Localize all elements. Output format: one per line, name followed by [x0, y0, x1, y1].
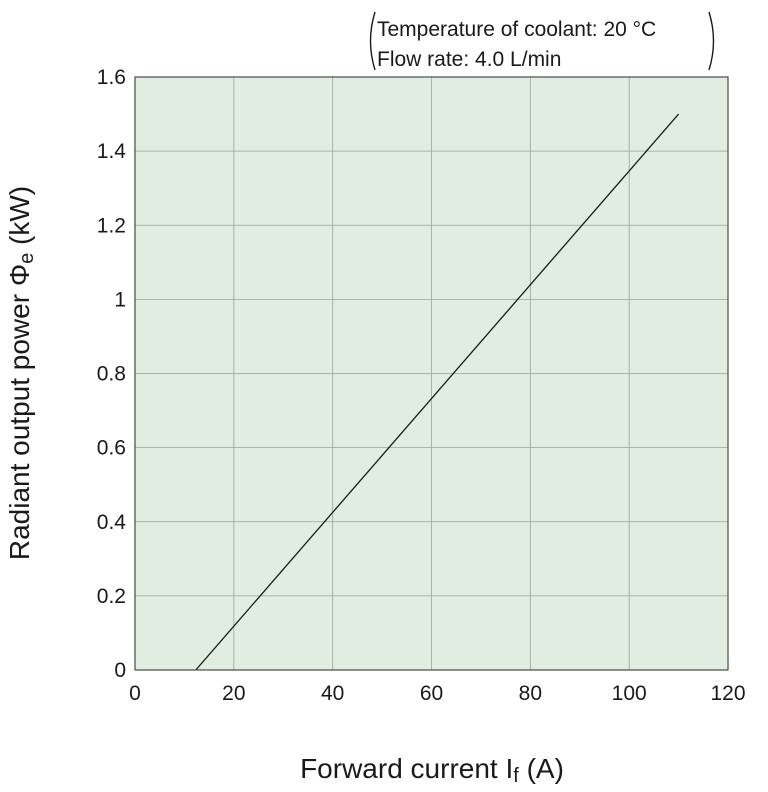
annotation-left-paren — [369, 11, 376, 71]
conditions-annotation: Temperature of coolant: 20 °C Flow rate:… — [369, 11, 715, 71]
series-layer — [195, 113, 680, 671]
x-axis-ticks: 0 20 40 60 80 100 120 — [129, 682, 745, 705]
annotation-right-paren — [708, 11, 715, 71]
y-tick-label: 1 — [114, 288, 126, 311]
y-tick-label: 0 — [114, 659, 126, 682]
y-tick-label: 0.6 — [97, 437, 126, 460]
series-line-0 — [195, 113, 680, 671]
annotation-line-1: Temperature of coolant: 20 °C — [377, 18, 656, 41]
x-axis-title: Forward current If (A) — [300, 753, 564, 787]
y-axis-ticks: 0 0.2 0.4 0.6 0.8 1 1.2 1.4 1.6 — [97, 66, 127, 682]
y-axis-title: Radiant output power Φe (kW) — [4, 186, 38, 560]
y-tick-label: 0.8 — [97, 363, 126, 386]
x-tick-label: 100 — [612, 682, 647, 705]
x-tick-label: 120 — [710, 682, 745, 705]
grid-lines — [135, 77, 728, 670]
plot-frame — [134, 76, 729, 671]
y-tick-label: 0.2 — [97, 585, 126, 608]
y-tick-label: 1.2 — [97, 214, 126, 237]
x-tick-label: 80 — [519, 682, 542, 705]
x-tick-label: 20 — [222, 682, 245, 705]
annotation-line-2: Flow rate: 4.0 L/min — [377, 48, 561, 71]
y-tick-label: 1.6 — [97, 66, 126, 89]
x-tick-label: 0 — [129, 682, 141, 705]
y-tick-label: 0.4 — [97, 511, 127, 534]
x-tick-label: 60 — [420, 682, 443, 705]
y-tick-label: 1.4 — [97, 140, 127, 163]
x-tick-label: 40 — [321, 682, 344, 705]
